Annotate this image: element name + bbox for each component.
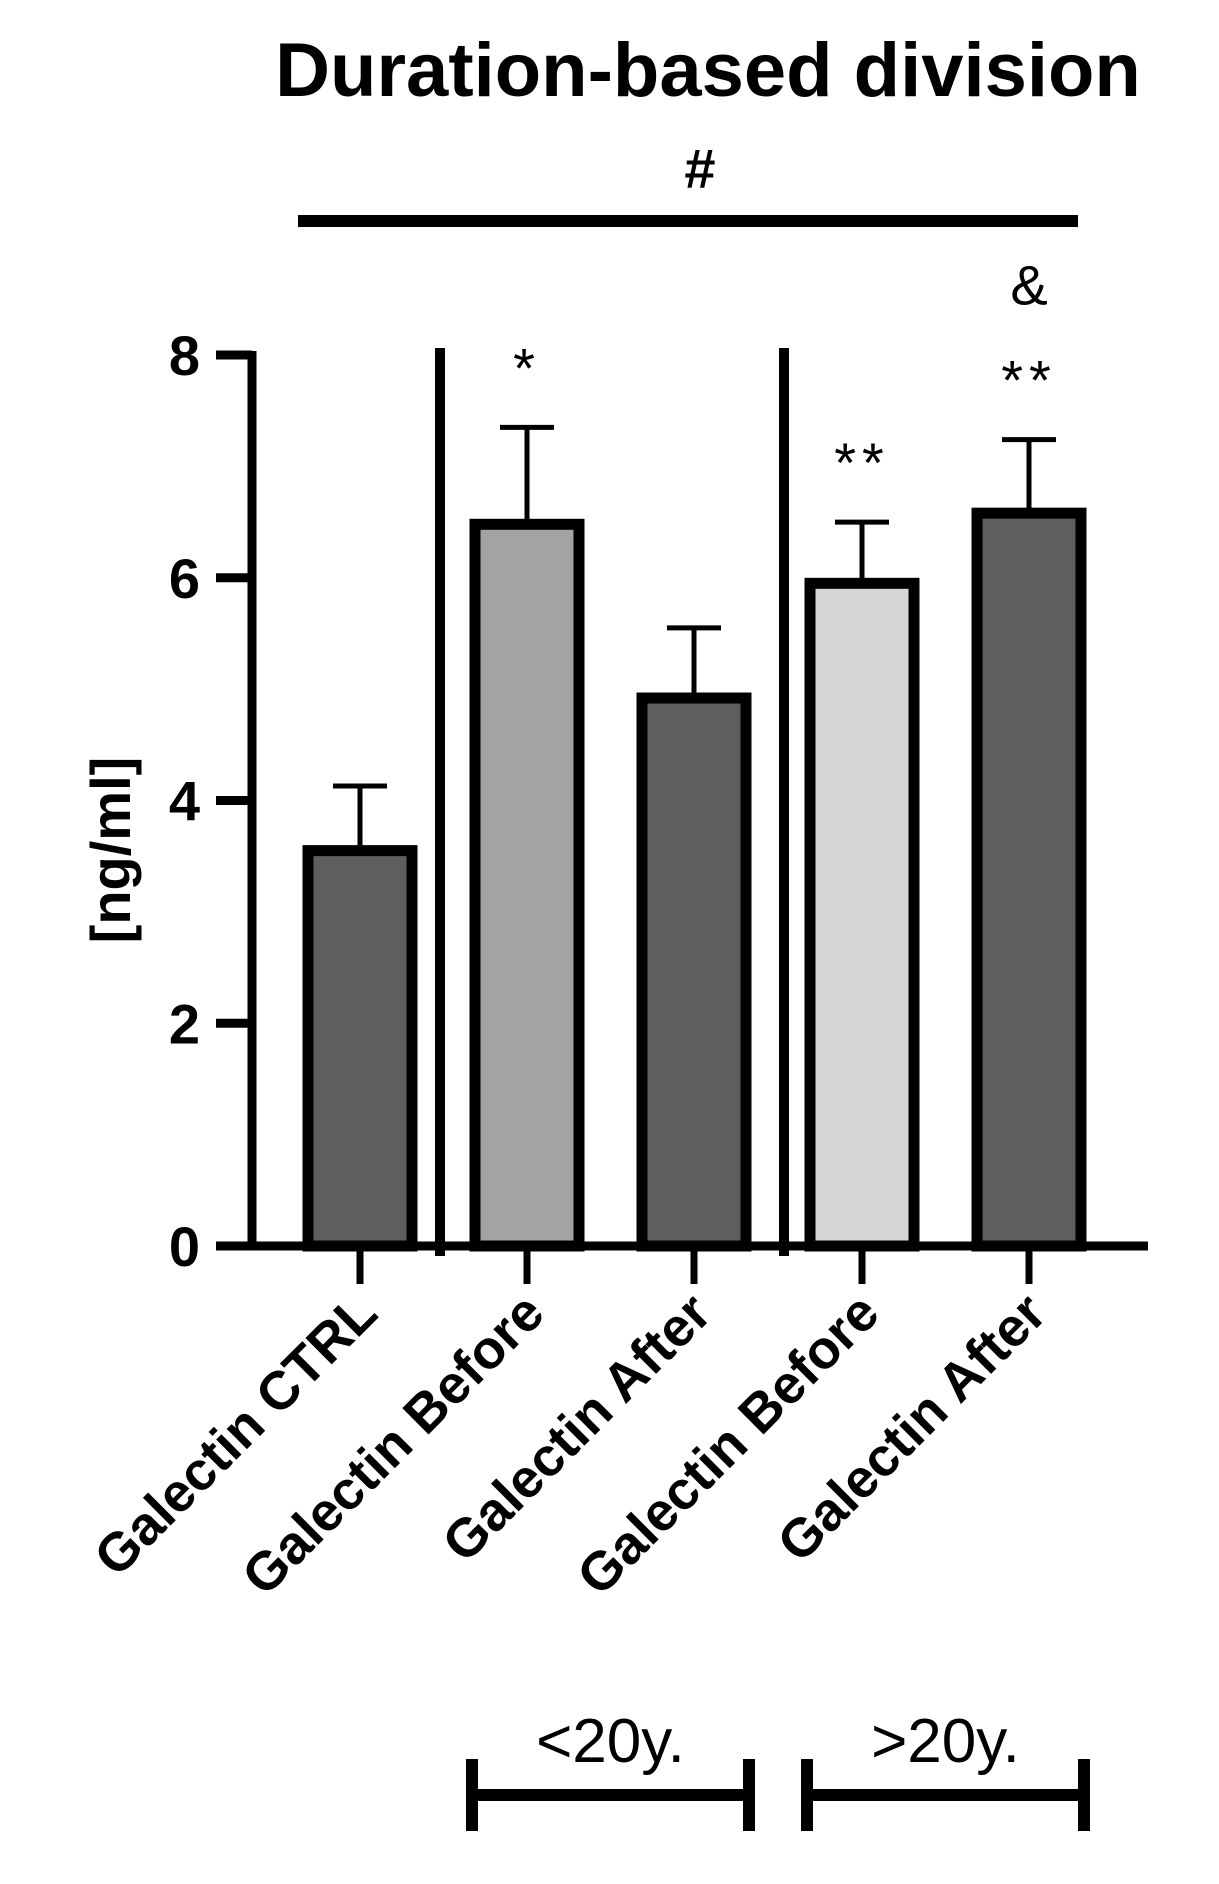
significance-marks-group: *****& [513,254,1057,494]
group-label-0: <20y. [536,1707,685,1776]
error-bars-group [333,424,1056,851]
category-label-1: Galectin Before [231,1282,556,1607]
chart-title: Duration-based division [275,28,1141,113]
bar-3 [804,577,920,1252]
y-tick-label-0: 0 [169,1215,200,1278]
bar-4 [971,507,1087,1252]
significance-mark-3: ** [834,431,890,494]
bar-0 [302,845,418,1252]
category-label-0: Galectin CTRL [83,1282,389,1588]
y-axis: 0 2 4 6 8 [169,324,257,1278]
y-tick-label-4: 8 [169,324,200,387]
y-tick-label-3: 6 [169,547,200,610]
extra-mark-4: & [1010,254,1047,317]
bar-1 [469,518,585,1252]
group-label-1: >20y. [871,1707,1020,1776]
category-label-3: Galectin Before [566,1282,891,1607]
y-tick-label-2: 4 [169,770,200,833]
overall-significance-mark: # [684,137,715,200]
significance-mark-4: ** [1001,349,1057,412]
bars-group [302,507,1087,1252]
bar-2 [636,692,752,1252]
group-brackets: <20y. >20y. [466,1707,1090,1831]
significance-mark-1: * [513,336,541,399]
x-ticks-group [356,1246,1033,1284]
y-tick-label-1: 2 [169,992,200,1055]
y-axis-label: [ng/ml] [79,757,142,944]
